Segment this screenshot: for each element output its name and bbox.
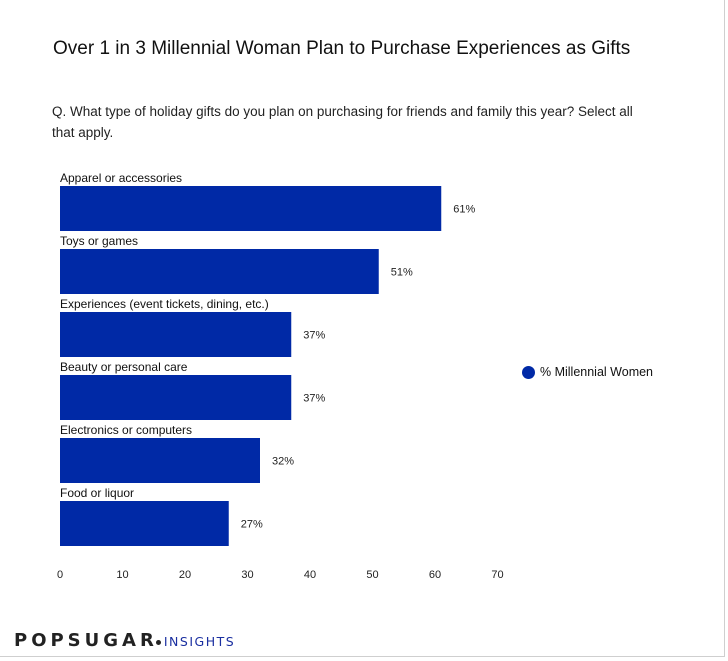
category-label: Experiences (event tickets, dining, etc.… [60, 297, 269, 311]
data-label: 27% [241, 519, 263, 531]
legend: % Millennial Women [522, 365, 653, 379]
x-tick-label: 10 [116, 569, 128, 581]
data-label: 32% [272, 456, 294, 468]
x-tick-label: 60 [429, 569, 441, 581]
data-label: 61% [453, 204, 475, 216]
bar [60, 375, 292, 420]
category-label: Toys or games [60, 234, 138, 248]
x-tick-label: 40 [304, 569, 316, 581]
x-tick-label: 30 [241, 569, 253, 581]
data-label: 37% [303, 393, 325, 405]
category-label: Beauty or personal care [60, 360, 188, 374]
brand-logo: POPSUGAR INSIGHTS [14, 630, 235, 651]
legend-swatch [522, 365, 535, 379]
data-label: 37% [303, 330, 325, 342]
category-label: Electronics or computers [60, 423, 192, 437]
category-label: Apparel or accessories [60, 171, 182, 185]
x-tick-label: 0 [57, 569, 63, 581]
bar [60, 249, 379, 294]
brand-sub: INSIGHTS [163, 634, 236, 649]
bar [60, 501, 229, 546]
x-tick-label: 50 [366, 569, 378, 581]
x-tick-label: 70 [491, 569, 503, 581]
brand-name: POPSUGAR [14, 630, 158, 651]
chart-title: Over 1 in 3 Millennial Woman Plan to Pur… [53, 38, 631, 59]
x-tick-label: 20 [179, 569, 191, 581]
brand-dot-icon [155, 640, 161, 645]
bar [60, 438, 260, 483]
category-label: Food or liquor [60, 486, 134, 500]
data-label: 51% [391, 267, 413, 279]
bar [60, 186, 442, 231]
survey-question: Q. What type of holiday gifts do you pla… [52, 104, 633, 140]
bar [60, 312, 292, 357]
legend-label: % Millennial Women [540, 365, 654, 379]
